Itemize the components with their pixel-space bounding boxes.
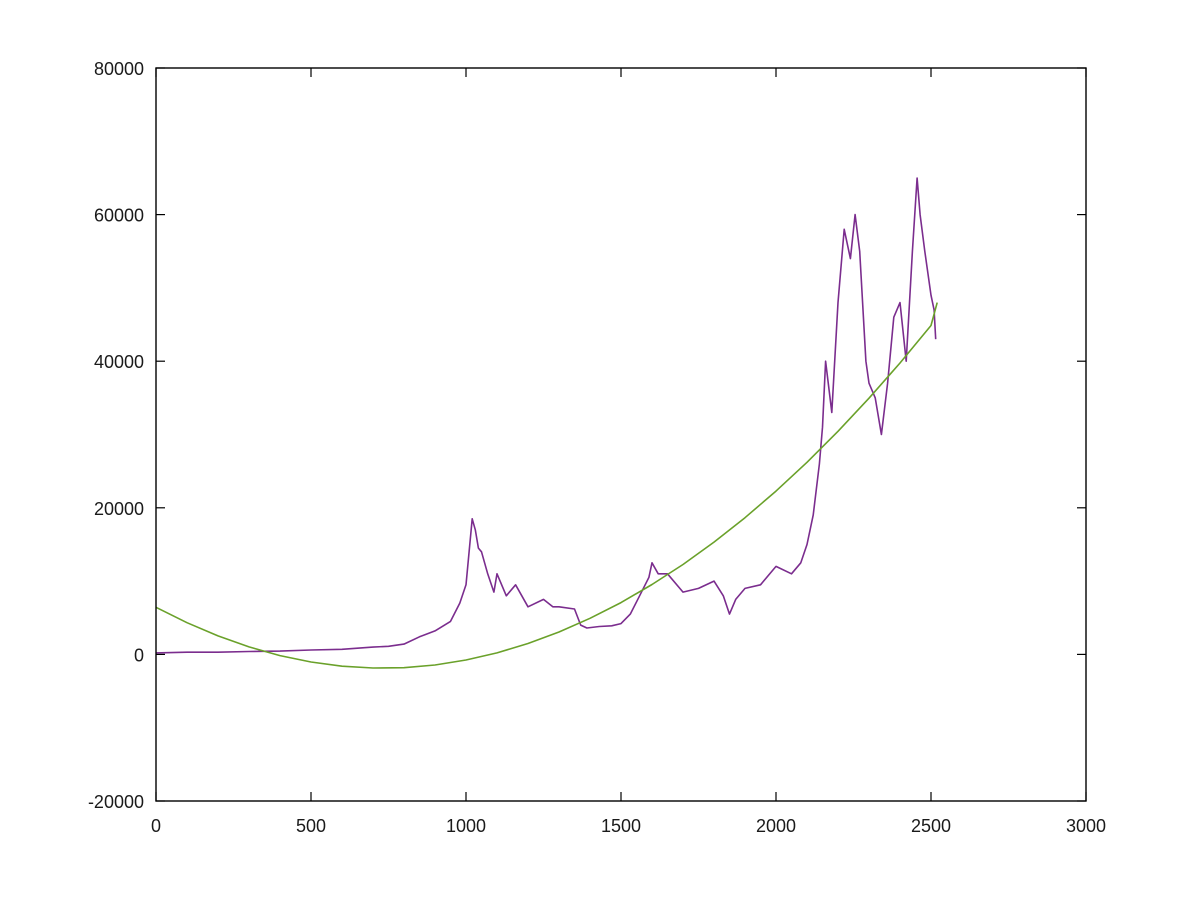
y-tick-label: -20000: [88, 792, 144, 812]
x-tick-label: 3000: [1066, 816, 1106, 836]
y-tick-label: 0: [134, 645, 144, 665]
x-tick-label: 1500: [601, 816, 641, 836]
y-tick-label: 40000: [94, 352, 144, 372]
plot-frame: [155, 67, 1087, 802]
x-tick-label: 1000: [446, 816, 486, 836]
y-tick-label: 80000: [94, 59, 144, 79]
x-tick-label: 2500: [911, 816, 951, 836]
series-line-1: [155, 177, 937, 654]
x-tick-label: 500: [296, 816, 326, 836]
y-tick-label: 20000: [94, 499, 144, 519]
y-tick-label: 60000: [94, 206, 144, 226]
series-layer: [155, 177, 938, 669]
x-tick-label: 2000: [756, 816, 796, 836]
series-line-2: [155, 302, 938, 669]
ticks-layer: 0 500 1000 1500 2000 2500 3000 -20000 0 20000 4000…: [88, 59, 1106, 836]
x-tick-label: 0: [151, 816, 161, 836]
